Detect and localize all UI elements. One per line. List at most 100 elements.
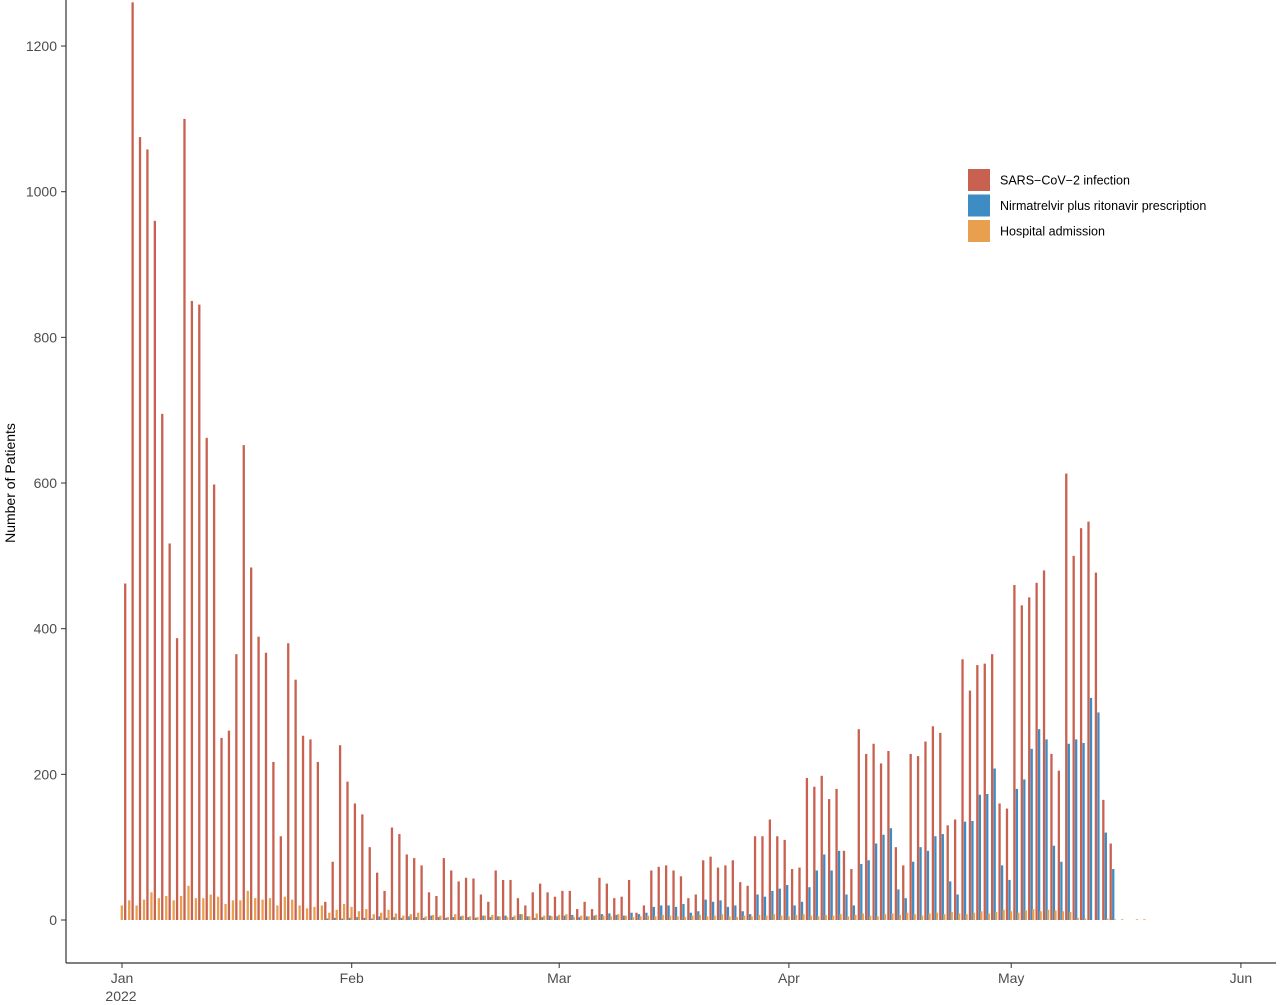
prescription-bar: [1089, 697, 1093, 920]
prescription-bar: [326, 918, 329, 920]
hospital-bar: [454, 914, 457, 920]
hospital-bar: [254, 898, 257, 920]
infection-bar: [205, 437, 208, 920]
hospital-bar: [839, 914, 842, 920]
hospital-bar: [431, 914, 435, 920]
x-ticks: Jan 2022 Feb Mar Apr May Jun: [105, 963, 1252, 1004]
hospital-bar: [172, 900, 175, 920]
y-tick-label: 1000: [26, 184, 57, 200]
prescription-bar: [356, 917, 359, 920]
infection-bar: [190, 300, 194, 920]
prescription-bar: [874, 843, 878, 920]
hospital-bar: [276, 905, 279, 920]
infection-bar: [820, 775, 823, 920]
prescription-bar: [408, 916, 411, 920]
infection-bar: [590, 909, 594, 920]
infection-bar: [1005, 808, 1009, 920]
hospital-bar: [883, 914, 887, 920]
prescription-bar: [786, 885, 789, 920]
infection-bar: [338, 745, 342, 920]
prescription-bar: [815, 870, 818, 920]
y-tick-label: 200: [34, 766, 58, 782]
hospital-bar: [128, 900, 131, 920]
infection-bar: [413, 858, 416, 920]
hospital-bar: [995, 911, 998, 920]
hospital-bar: [202, 898, 205, 920]
hospital-bar: [817, 916, 820, 920]
hospital-bar: [239, 900, 242, 920]
hospital-bar: [869, 915, 872, 920]
hospital-bar: [150, 892, 153, 920]
infection-bar: [887, 751, 890, 920]
prescription-bar: [741, 911, 744, 920]
infection-bar: [368, 847, 371, 920]
hospital-bar: [483, 915, 487, 920]
infection-bar: [753, 836, 757, 920]
prescription-bar: [904, 898, 907, 920]
hospital-bar: [446, 917, 449, 920]
hospital-bar: [735, 917, 738, 920]
hospital-bar: [1061, 911, 1065, 920]
prescription-bar: [726, 906, 730, 920]
hospital-bar: [387, 909, 390, 920]
prescription-bar: [460, 916, 463, 920]
hospital-bar: [906, 912, 909, 920]
infection-bar: [842, 850, 846, 920]
infection-bar: [1050, 753, 1053, 920]
hospital-bar: [1143, 919, 1146, 920]
hospital-bar: [528, 916, 531, 920]
infection-bar: [450, 870, 453, 920]
infection-bar: [131, 2, 134, 920]
prescription-bar: [748, 914, 752, 920]
infection-bar: [235, 654, 238, 920]
infection-bar: [613, 898, 616, 920]
prescription-bar: [837, 850, 841, 920]
prescription-bar: [422, 917, 426, 920]
bars-layer: [120, 2, 1146, 921]
hospital-bar: [750, 916, 753, 920]
prescription-bar: [393, 917, 396, 920]
prescription-bar: [526, 916, 529, 920]
infection-bar: [776, 836, 779, 920]
infection-bar: [420, 865, 423, 920]
infection-bar: [257, 636, 260, 920]
prescription-bar: [652, 906, 655, 920]
prescription-bar: [452, 917, 455, 920]
infection-bar: [361, 814, 364, 920]
infection-bar: [124, 583, 127, 920]
prescription-bar: [800, 901, 804, 920]
prescription-bar: [1097, 712, 1100, 920]
hospital-bar: [602, 915, 605, 920]
prescription-bar: [548, 915, 552, 920]
prescription-bar: [719, 900, 722, 920]
hospital-bar: [624, 915, 627, 920]
prescription-bar: [793, 905, 796, 920]
infection-bar: [672, 870, 675, 920]
hospital-bar: [498, 916, 501, 920]
infection-bar: [902, 865, 905, 920]
hospital-bar: [846, 916, 850, 920]
hospital-bar: [794, 914, 798, 920]
prescription-bar: [926, 850, 930, 920]
hospital-bar: [1106, 918, 1109, 920]
hospital-bar: [350, 906, 353, 920]
infection-bar: [1109, 843, 1112, 920]
infection-bar: [279, 836, 282, 920]
legend-label: SARS−CoV−2 infection: [1000, 174, 1130, 188]
hospital-bar: [617, 914, 620, 920]
hospital-bar: [572, 917, 575, 920]
prescription-bar: [437, 917, 441, 920]
infection-bar: [1072, 555, 1075, 920]
hospital-bar: [631, 917, 635, 920]
hospital-bar: [231, 900, 235, 920]
hospital-bar: [268, 898, 272, 920]
prescription-bar: [963, 821, 967, 920]
prescription-bar: [667, 905, 670, 920]
hospital-bar: [328, 912, 331, 920]
prescription-bar: [660, 905, 663, 920]
prescription-bar: [608, 913, 611, 920]
prescription-bar: [334, 917, 337, 920]
hospital-bar: [898, 914, 901, 920]
hospital-bar: [520, 914, 524, 920]
hospital-bar: [757, 914, 761, 920]
